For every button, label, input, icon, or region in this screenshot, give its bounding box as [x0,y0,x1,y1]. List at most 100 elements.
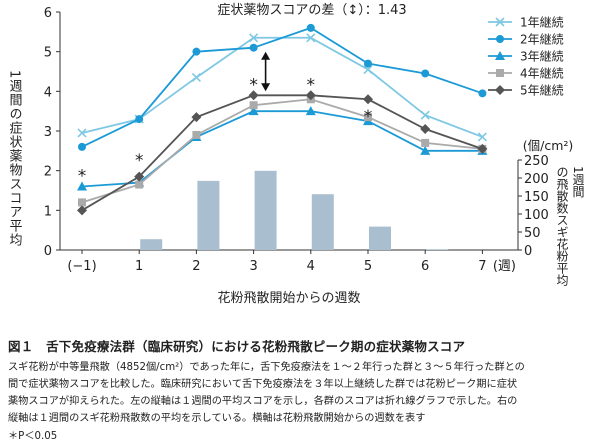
data-point [77,128,87,138]
y-tick-label-right: 0 [524,244,532,259]
y-tick-label-left: 6 [44,6,52,21]
x-axis-label: 花粉飛散開始からの週数 [217,290,360,306]
y-tick-label-right: 100 [524,208,549,223]
data-point [477,132,487,142]
caption-line: 薬物スコアが抑えられた。左の縦軸は１週間の平均スコアを示し，各群のスコアは折れ線… [8,396,518,407]
data-point [306,23,315,32]
data-point-stroke [363,64,373,75]
chart-title: 症状薬物スコアの差（↕）：1.43 [217,3,406,18]
y-tick-label-left: 0 [44,244,52,259]
pollen-bar [426,249,449,250]
caption-body: スギ花粉が中等量飛散（4852個/cm²）であった年に，舌下免疫療法を１～２年行… [8,359,588,427]
data-point-stroke [495,17,505,27]
y-tick-label-left: 1 [44,204,52,219]
pollen-bar [311,194,334,250]
data-point [496,69,504,77]
x-tick-label: 6 [421,259,429,274]
data-point [420,110,430,120]
x-unit-label: (週) [493,259,516,274]
data-point [77,205,87,216]
difference-arrow-head [261,51,271,60]
data-point [135,180,144,189]
data-point [477,143,488,154]
y-tick-label-right: 250 [524,154,549,169]
pollen-bar [254,170,277,250]
caption-line: 縦軸は１週間のスギ花粉飛散数の平均を示している。横軸は花粉飛散開始からの週数を表… [8,413,426,424]
y-axis-unit-right: (個/cm²) [523,138,574,153]
data-point [249,43,258,52]
data-point [77,181,87,191]
data-point [305,90,316,101]
data-point [249,101,258,110]
data-point [305,106,316,116]
data-point [192,130,201,139]
legend: 1年継続 2年継続 3年継続 4年継続 5年継続 [488,15,564,98]
data-point [191,112,202,123]
legend-label: 5年継続 [520,83,564,98]
data-point [78,142,86,151]
data-point-stroke [420,110,430,120]
y-axis-label-left: 1週間の症状薬物スコア平均 [7,70,23,247]
y-tick-label-right: 200 [524,172,549,187]
significance-star: * [135,151,144,171]
data-point [420,145,431,155]
y-tick-label-right: 150 [524,190,549,205]
figure-caption: 図１ 舌下免疫療法群（臨床研究）における花粉飛散ピーク期の症状薬物スコア スギ花… [8,336,588,442]
data-point [191,72,201,83]
annotations: * * * * * [78,51,372,187]
legend-label: 2年継続 [520,32,564,47]
y-tick-label-left: 5 [44,46,52,61]
y-tick-label-left: 4 [44,85,52,100]
y-tick-label-left: 3 [44,125,52,140]
caption-line: 間で症状薬物スコアを比較した。臨床研究において舌下免疫療法を３年以上継続した群で… [8,379,518,390]
data-point [78,198,86,207]
significance-star: * [249,75,258,95]
data-point [192,47,201,56]
data-point [248,90,259,101]
data-point [363,64,373,75]
legend-label: 1年継続 [520,15,564,30]
legend-label: 4年継続 [520,66,564,81]
axes: 0 1 2 3 4 5 6 0 50 100 150 200 250 (−1) 1 2 3 4 5 6 7 (週) 花粉飛散… [7,6,586,306]
x-tick-label: 1 [135,259,143,274]
series-line [81,94,483,212]
data-point [135,115,144,124]
score-lines [77,23,488,216]
y-tick-label-left: 2 [44,165,52,180]
data-point [495,85,505,95]
data-point-stroke [77,128,87,138]
x-tick-label: 3 [249,259,257,274]
data-point [364,59,372,68]
significance-star: * [78,167,87,187]
y-axis-label-right: 1週間 [571,166,585,198]
significance-note: ＊P＜0.05 [8,431,58,442]
x-tick-label: 4 [307,259,315,274]
data-point-stroke [191,72,201,83]
pollen-bar [369,226,391,250]
data-point [248,106,259,116]
data-point [364,113,372,122]
data-point [495,51,505,60]
x-tick-label: 2 [192,259,200,274]
data-point [421,138,430,147]
data-point-stroke [249,33,259,43]
pollen-bars [140,170,449,250]
pollen-bar [197,180,220,250]
x-tick-label: 7 [478,259,486,274]
data-point [420,124,431,135]
x-tick-label: 5 [364,259,372,274]
caption-title: 図１ 舌下免疫療法群（臨床研究）における花粉飛散ピーク期の症状薬物スコア [8,339,466,354]
y-axis-label-right: の飛散数スギ花粉平均 [555,166,569,287]
data-point [249,33,259,43]
data-point [363,94,373,105]
data-point [496,35,504,43]
significance-star: * [307,75,316,95]
legend-label: 3年継続 [520,49,564,64]
chart: 症状薬物スコアの差（↕）：1.43 0 1 2 3 4 5 6 0 50 100 150 200 250… [7,3,586,306]
data-point [478,89,487,98]
y-tick-label-right: 50 [524,226,541,241]
data-point [134,171,145,182]
data-point [495,17,505,27]
data-point-stroke [477,132,487,142]
caption-line: スギ花粉が中等量飛散（4852個/cm²）であった年に，舌下免疫療法を１～２年行… [8,362,525,373]
